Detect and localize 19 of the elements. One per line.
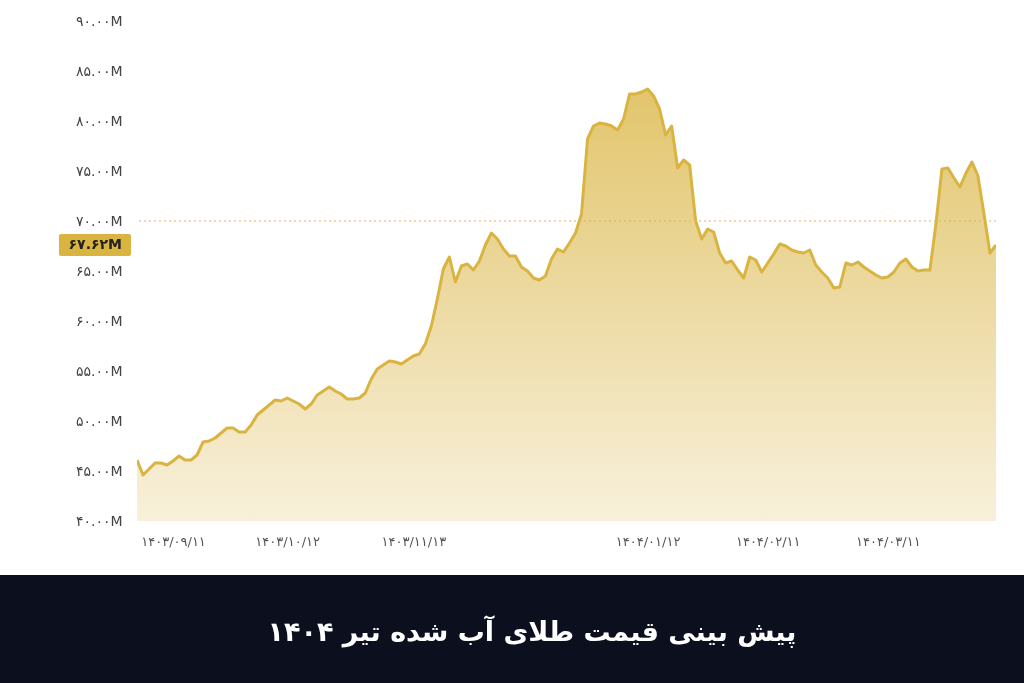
text: پیش بینی قیمت طلای آب شده تیر ۱۴۰۴ [267, 615, 797, 647]
x-tick-label: ۱۴۰۳/۱۰/۱۲ [255, 533, 320, 549]
x-tick-label: ۱۴۰۴/۰۱/۱۲ [615, 533, 681, 549]
x-tick-label: ۱۴۰۳/۰۹/۱۱ [141, 533, 206, 549]
x-tick-label: ۱۴۰۳/۱۱/۱۳ [381, 533, 447, 549]
y-tick-label: ۴۵.۰۰M [75, 462, 123, 479]
y-tick-label: ۵۵.۰۰M [75, 362, 123, 379]
y-tick-label: ۸۵.۰۰M [75, 62, 123, 79]
y-tick-label: ۶۵.۰۰M [75, 262, 123, 279]
y-tick-label: ۹۰.۰۰M [75, 12, 123, 29]
y-tick-label: ۷۵.۰۰M [75, 162, 123, 179]
x-tick-label: ۱۴۰۴/۰۳/۱۱ [856, 533, 921, 549]
x-tick-label: ۱۴۰۴/۰۲/۱۱ [735, 533, 801, 549]
y-tick-label: ۶۰.۰۰M [75, 312, 123, 329]
y-tick-label: ۷۰.۰۰M [75, 212, 123, 229]
y-tick-label: ۵۰.۰۰M [75, 412, 123, 429]
text: ۶۷.۶۲M [68, 236, 122, 252]
y-tick-label: ۴۰.۰۰M [75, 512, 123, 529]
y-tick-label: ۸۰.۰۰M [75, 112, 123, 129]
